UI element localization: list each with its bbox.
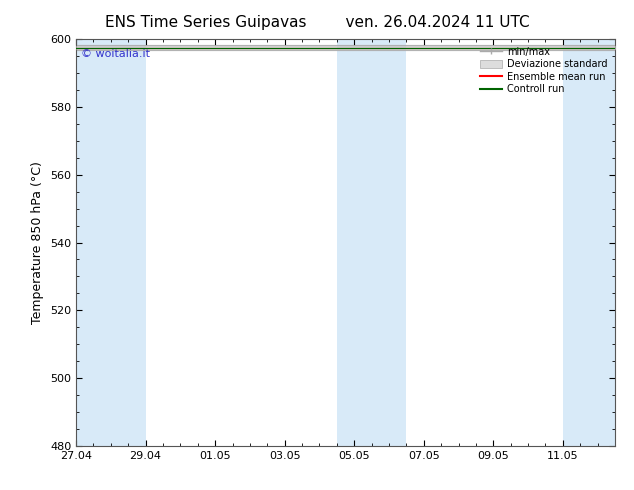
Y-axis label: Temperature 850 hPa (°C): Temperature 850 hPa (°C) xyxy=(32,161,44,324)
Bar xyxy=(337,39,406,446)
Bar xyxy=(76,39,111,446)
Text: © woitalia.it: © woitalia.it xyxy=(81,49,150,59)
Legend: min/max, Deviazione standard, Ensemble mean run, Controll run: min/max, Deviazione standard, Ensemble m… xyxy=(477,44,610,97)
Bar xyxy=(111,39,146,446)
Bar xyxy=(563,39,615,446)
Text: ENS Time Series Guipavas        ven. 26.04.2024 11 UTC: ENS Time Series Guipavas ven. 26.04.2024… xyxy=(105,15,529,30)
